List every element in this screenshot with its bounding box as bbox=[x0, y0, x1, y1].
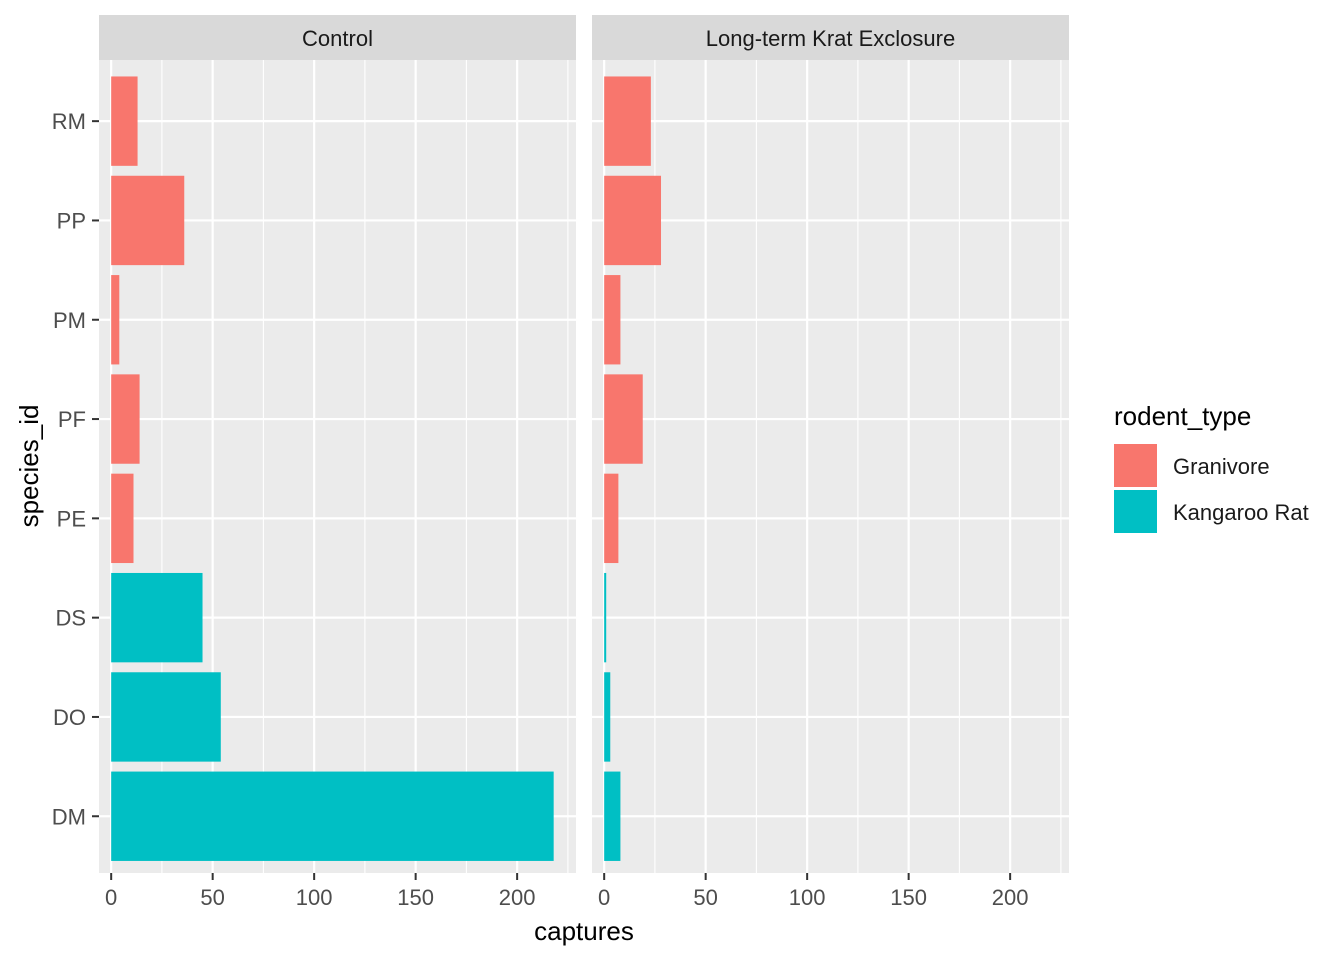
x-tick-label: 150 bbox=[397, 885, 434, 910]
x-tick-label: 50 bbox=[200, 885, 224, 910]
y-tick-label: PM bbox=[53, 308, 86, 333]
bar-long-term-krat-exclosure-pp bbox=[604, 175, 662, 266]
bar-long-term-krat-exclosure-pf bbox=[604, 374, 643, 464]
y-tick-label: PE bbox=[57, 506, 86, 531]
facet-strip-long-term-krat-exclosure bbox=[592, 15, 1069, 60]
bar-control-rm bbox=[111, 76, 138, 166]
y-tick-label: DO bbox=[53, 705, 86, 730]
x-tick-label: 0 bbox=[105, 885, 117, 910]
x-tick-label: 50 bbox=[693, 885, 717, 910]
legend: rodent_type Granivore Kangaroo Rat bbox=[1114, 401, 1309, 533]
bar-long-term-krat-exclosure-dm bbox=[604, 771, 621, 861]
bar-long-term-krat-exclosure-ds bbox=[604, 572, 607, 663]
bar-long-term-krat-exclosure-rm bbox=[604, 76, 651, 166]
y-tick-label: PP bbox=[57, 208, 86, 233]
y-axis-title: species_id bbox=[14, 405, 44, 528]
legend-key-kangaroo-rat bbox=[1114, 490, 1157, 533]
bar-long-term-krat-exclosure-pe bbox=[604, 473, 619, 564]
facet-label-control: Control bbox=[302, 26, 373, 51]
panel-background-long-term-krat-exclosure bbox=[592, 60, 1069, 873]
x-axis-title: captures bbox=[534, 916, 634, 946]
x-tick-label: 0 bbox=[598, 885, 610, 910]
bar-long-term-krat-exclosure-pm bbox=[604, 275, 621, 365]
legend-title: rodent_type bbox=[1114, 401, 1251, 431]
y-tick-label: PF bbox=[58, 407, 86, 432]
bar-control-ds bbox=[111, 572, 203, 663]
bar-control-pm bbox=[111, 275, 120, 365]
bar-control-do bbox=[111, 672, 221, 762]
x-tick-label: 100 bbox=[789, 885, 826, 910]
x-tick-label: 150 bbox=[890, 885, 927, 910]
legend-key-granivore bbox=[1114, 444, 1157, 487]
y-tick-label: DS bbox=[55, 606, 86, 631]
x-tick-label: 200 bbox=[992, 885, 1029, 910]
facet-label-long-term-krat-exclosure: Long-term Krat Exclosure bbox=[706, 26, 955, 51]
y-tick-label: RM bbox=[52, 109, 86, 134]
bar-control-pf bbox=[111, 374, 140, 464]
x-tick-label: 200 bbox=[499, 885, 536, 910]
x-tick-label: 100 bbox=[296, 885, 333, 910]
bar-long-term-krat-exclosure-do bbox=[604, 672, 611, 762]
legend-label-kangaroo-rat: Kangaroo Rat bbox=[1173, 500, 1309, 525]
legend-label-granivore: Granivore bbox=[1173, 454, 1270, 479]
bar-control-dm bbox=[111, 771, 554, 861]
bar-control-pe bbox=[111, 473, 134, 564]
facet-strip-control bbox=[99, 15, 576, 60]
y-tick-label: DM bbox=[52, 804, 86, 829]
bar-control-pp bbox=[111, 175, 185, 266]
